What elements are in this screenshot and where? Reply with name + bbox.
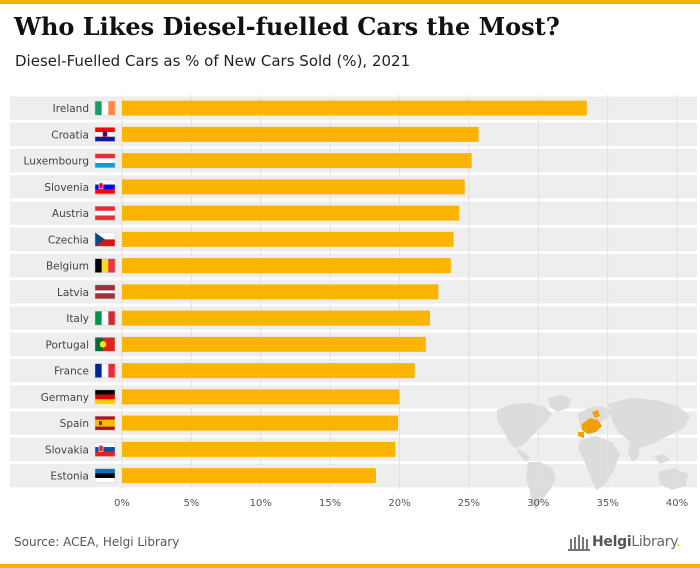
flag-czechia-icon <box>94 232 116 247</box>
chart-subtitle: Diesel-Fuelled Cars as % of New Cars Sol… <box>15 52 411 70</box>
flag-italy-icon <box>94 310 116 326</box>
x-tick-label: 25% <box>458 498 480 509</box>
x-tick-label: 5% <box>183 498 199 509</box>
x-tick-label: 30% <box>527 498 549 509</box>
category-label: Czechia <box>48 234 89 246</box>
chart-title: Who Likes Diesel-fuelled Cars the Most? <box>14 12 560 41</box>
category-label: Slovakia <box>45 444 89 456</box>
top-accent-bar <box>0 0 700 4</box>
x-axis-ticks: 0% 5% 10% 15% 20% 25% 30% 35% 40% <box>114 498 688 509</box>
category-label: Austria <box>52 208 89 220</box>
flag-france-icon <box>94 363 116 378</box>
flag-austria-icon <box>94 205 116 221</box>
bar-belgium <box>122 258 451 274</box>
x-tick-label: 15% <box>319 498 341 509</box>
x-tick-label: 20% <box>388 498 410 509</box>
bar-italy <box>122 310 431 326</box>
category-label: Luxembourg <box>24 156 89 168</box>
x-tick-label: 35% <box>597 498 619 509</box>
bar-slovenia <box>122 179 465 195</box>
category-label: Latvia <box>57 287 89 299</box>
flag-slovenia-icon <box>94 179 116 195</box>
bar-spain <box>122 415 399 431</box>
bar-estonia <box>122 468 376 484</box>
category-label: France <box>54 366 89 378</box>
library-building-icon <box>568 535 590 551</box>
helgi-library-logo: HelgiLibrary. <box>568 532 692 554</box>
bar-austria <box>122 205 460 221</box>
category-labels: Ireland Croatia Luxembourg Slovenia Austria C… <box>24 103 89 483</box>
world-map-icon <box>497 395 690 510</box>
x-tick-label: 10% <box>250 498 272 509</box>
bar-portugal <box>122 336 426 352</box>
flag-belgium-icon <box>94 258 116 273</box>
source-note: Source: ACEA, Helgi Library <box>14 535 180 549</box>
flag-ireland-icon <box>94 100 116 116</box>
x-tick-label: 0% <box>114 498 130 509</box>
x-tick-label: 40% <box>666 498 688 509</box>
category-label: Portugal <box>46 339 90 351</box>
flag-luxembourg-icon <box>94 153 116 168</box>
bar-latvia <box>122 284 439 300</box>
brand-name: HelgiLibrary. <box>592 534 681 550</box>
bottom-accent-bar <box>0 564 700 568</box>
brand-secondary: Library <box>631 534 677 550</box>
flag-icons <box>94 100 116 483</box>
flag-latvia-icon <box>94 284 116 300</box>
category-label: Germany <box>41 392 89 404</box>
category-label: Croatia <box>51 129 89 141</box>
flag-portugal-icon <box>94 337 116 352</box>
flag-croatia-icon <box>94 127 116 142</box>
bar-germany <box>122 389 400 405</box>
bars <box>122 100 587 484</box>
bar-france <box>122 363 415 379</box>
bar-slovakia <box>122 441 396 457</box>
category-label: Spain <box>60 418 89 430</box>
bar-czechia <box>122 231 454 247</box>
category-label: Belgium <box>46 261 89 273</box>
bar-luxembourg <box>122 153 472 169</box>
brand-primary: Helgi <box>592 534 632 550</box>
flag-estonia-icon <box>94 468 116 483</box>
bar-croatia <box>122 126 479 142</box>
category-label: Italy <box>66 313 89 325</box>
category-label: Estonia <box>50 471 89 483</box>
flag-spain-icon <box>94 415 116 431</box>
flag-germany-icon <box>94 389 116 405</box>
category-label: Ireland <box>53 103 89 115</box>
category-label: Slovenia <box>44 182 89 194</box>
brand-suffix: . <box>676 534 681 550</box>
flag-slovakia-icon <box>94 442 116 457</box>
bar-ireland <box>122 100 587 116</box>
bar-chart: Ireland Croatia Luxembourg Slovenia Austria C… <box>10 95 697 510</box>
